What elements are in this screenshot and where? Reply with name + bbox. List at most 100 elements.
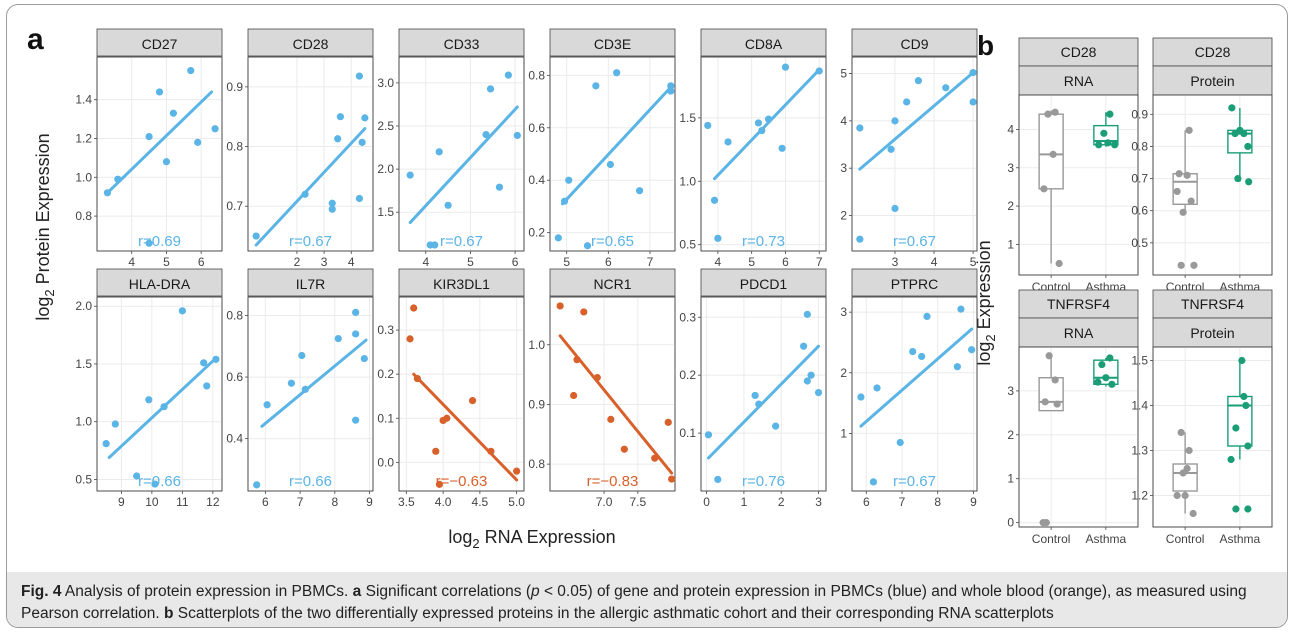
chart-ncr1-point <box>580 308 588 316</box>
chart-kir3dl1-x-tick-label: 4.5 <box>472 495 489 509</box>
panel-b-y-axis-title: log2 Expression <box>974 240 998 365</box>
chart-ptprc-point <box>923 312 931 320</box>
chart-cd3e-y-tick-label: 0.2 <box>528 226 545 240</box>
chart-cd9-point <box>856 235 864 243</box>
chart-ncr1-strip-title: NCR1 <box>593 276 631 292</box>
chart-tnfrsf4-protein-asthma-point <box>1244 442 1252 450</box>
figure-frame: a b log2 Protein Expression log2 RNA Exp… <box>6 4 1288 628</box>
chart-ncr1-plot-border <box>549 296 676 492</box>
chart-ptprc-point <box>953 363 961 371</box>
chart-hla-dra-point <box>111 420 119 428</box>
chart-tnfrsf4-protein-asthma-point <box>1240 392 1248 401</box>
chart-cd28-rna-asthma-point <box>1104 139 1112 147</box>
chart-cd33-x-tick-label: 4 <box>422 255 429 269</box>
chart-ptprc-point <box>857 393 865 401</box>
chart-cd33-strip-title: CD33 <box>444 36 480 52</box>
chart-tnfrsf4-rna-control-point <box>1042 519 1050 527</box>
chart-cd3e-plot-area <box>549 56 676 252</box>
chart-cd8a-x-tick-label: 5 <box>748 255 755 269</box>
chart-kir3dl1-point <box>410 304 418 312</box>
caption-text-1: Analysis of protein expression in PBMCs. <box>61 583 353 600</box>
chart-cd27: CD27 4 5 6 0.8 1.0 1.2 1.4 r=0.69 <box>75 28 223 269</box>
chart-ptprc-x-tick-label: 8 <box>934 495 941 509</box>
chart-kir3dl1-point <box>406 335 414 343</box>
chart-cd33-plot-area <box>398 56 525 252</box>
chart-tnfrsf4-protein-control-point <box>1189 509 1197 518</box>
chart-cd33-point <box>495 183 504 191</box>
chart-cd8a-x-tick-label: 7 <box>816 255 823 269</box>
chart-cd28-rna-asthma-point <box>1095 141 1103 149</box>
chart-il7r-y-tick-label: 0.4 <box>226 432 243 446</box>
chart-cd8a-point <box>714 234 722 242</box>
chart-ptprc-x-tick-label: 7 <box>899 495 906 509</box>
chart-ptprc-plot-border <box>851 296 978 492</box>
chart-kir3dl1-y-tick-label: 0.3 <box>377 323 394 337</box>
chart-cd3e-point <box>565 176 573 184</box>
chart-il7r-point <box>334 334 342 343</box>
chart-cd8a-r-label: r=0.73 <box>742 233 785 250</box>
chart-ncr1-fit-line <box>558 334 674 475</box>
chart-pdcd1-point <box>714 475 722 484</box>
chart-ptprc-point <box>918 352 926 361</box>
chart-cd28-x-tick-label: 3 <box>321 255 328 269</box>
chart-cd9-point <box>903 98 911 106</box>
chart-cd8a-x-tick-label: 6 <box>782 255 789 269</box>
chart-tnfrsf4-protein-asthma-point <box>1232 424 1240 432</box>
chart-il7r-strip-title: IL7R <box>296 276 326 292</box>
chart-cd27-point <box>169 109 177 117</box>
chart-cd27-y-tick-label: 1.2 <box>75 131 92 145</box>
chart-cd27-plot-area <box>96 56 223 252</box>
chart-cd28-strip-title: CD28 <box>293 36 329 52</box>
chart-cd33-point <box>444 201 452 209</box>
chart-ncr1-point <box>668 475 676 483</box>
chart-tnfrsf4-protein-control-point <box>1183 464 1191 473</box>
panel-a-y-axis-title-rest: Protein Expression <box>33 133 53 289</box>
chart-ncr1-point <box>556 302 564 310</box>
chart-hla-dra-y-tick-label: 2.0 <box>75 299 92 313</box>
chart-tnfrsf4-rna-asthma-point <box>1106 354 1114 362</box>
chart-cd28-plot-area <box>247 56 374 252</box>
chart-il7r-point <box>253 481 261 489</box>
chart-cd28-point <box>336 113 344 121</box>
panel-b-label: b <box>977 30 994 61</box>
caption-text-2: Significant correlations ( <box>361 583 532 600</box>
figure-caption: Fig. 4 Analysis of protein expression in… <box>21 581 1283 625</box>
chart-cd9-point <box>942 84 950 92</box>
chart-cd3e-x-tick-label: 7 <box>647 255 654 269</box>
chart-ncr1: NCR1 7.0 7.5 0.8 0.9 1.0 r=−0.83 <box>528 268 676 509</box>
chart-cd3e-r-label: r=0.65 <box>591 233 634 250</box>
chart-cd28-protein-asthma-point <box>1240 129 1248 138</box>
chart-tnfrsf4-rna-asthma-point <box>1094 378 1102 386</box>
chart-tnfrsf4-rna-asthma-point <box>1102 374 1110 382</box>
chart-cd33-point <box>431 241 439 249</box>
chart-tnfrsf4-rna-strip-bottom <box>1018 317 1139 348</box>
chart-hla-dra-point <box>145 396 153 404</box>
chart-tnfrsf4-protein-asthma-point <box>1238 356 1246 365</box>
chart-cd28-point <box>355 194 364 203</box>
chart-cd33-strip <box>398 28 525 57</box>
chart-tnfrsf4-rna-control-point <box>1041 398 1049 406</box>
chart-cd9-point <box>914 77 923 85</box>
chart-cd9-fit-line <box>858 71 975 171</box>
chart-tnfrsf4-protein-strip-bottom <box>1152 317 1273 348</box>
chart-tnfrsf4-rna-strip-top-title: TNFRSF4 <box>1047 296 1110 312</box>
chart-cd28-rna-plot-border <box>1018 94 1139 276</box>
chart-ncr1-y-tick-label: 0.8 <box>528 457 545 471</box>
chart-hla-dra-x-tick-label: 9 <box>118 495 125 509</box>
figure-svg: a b log2 Protein Expression log2 RNA Exp… <box>27 23 1273 551</box>
chart-cd33-y-tick-label: 2.5 <box>377 119 394 133</box>
panel-a-label: a <box>27 23 44 56</box>
chart-cd8a-point <box>724 138 732 146</box>
caption-text-4: Scatterplots of the two differentially e… <box>173 605 1054 622</box>
chart-tnfrsf4-protein-asthma-point <box>1232 505 1240 513</box>
chart-cd8a: CD8A 4 5 6 7 0.5 1.0 1.5 r=0.73 <box>679 28 827 269</box>
chart-cd3e-strip <box>549 28 676 57</box>
caption-text-3: < 0.05) of gene and protein expression i… <box>21 583 1247 622</box>
chart-cd28-protein-y-tick-label: 0.6 <box>1131 204 1148 218</box>
chart-il7r-x-tick-label: 9 <box>366 495 373 509</box>
chart-cd28-x-tick-label: 2 <box>294 255 301 269</box>
chart-cd9-point <box>969 98 977 106</box>
chart-kir3dl1-x-tick-label: 4.0 <box>435 495 452 509</box>
chart-tnfrsf4-protein: TNFRSF4 Protein 1.2 1.3 1.4 1.5 Control Asthma <box>1131 289 1273 546</box>
chart-tnfrsf4-rna-y-tick-label: 3 <box>1007 384 1014 398</box>
